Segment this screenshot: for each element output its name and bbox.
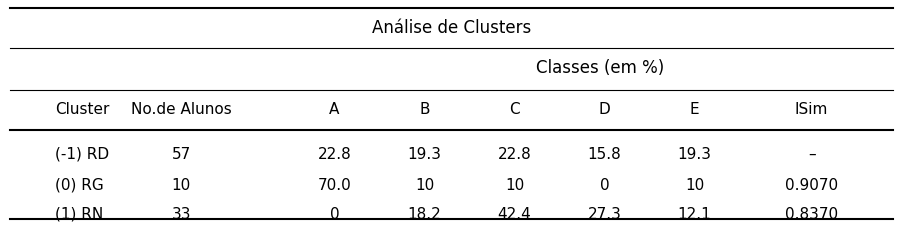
Text: 15.8: 15.8 [587,147,621,162]
Text: 27.3: 27.3 [587,207,621,222]
Text: 33: 33 [171,207,191,222]
Text: 10: 10 [414,178,434,193]
Text: –: – [807,147,815,162]
Text: 70.0: 70.0 [318,178,351,193]
Text: 42.4: 42.4 [497,207,530,222]
Text: (0) RG: (0) RG [55,178,104,193]
Text: 22.8: 22.8 [497,147,530,162]
Text: C: C [509,103,520,117]
Text: Cluster: Cluster [55,103,110,117]
Text: 0.8370: 0.8370 [784,207,837,222]
Text: D: D [598,103,610,117]
Text: ISim: ISim [794,103,827,117]
Text: 0: 0 [329,207,339,222]
Text: A: A [329,103,339,117]
Text: (1) RN: (1) RN [55,207,104,222]
Text: 57: 57 [171,147,191,162]
Text: Classes (em %): Classes (em %) [535,59,664,77]
Text: 0.9070: 0.9070 [784,178,837,193]
Text: E: E [689,103,698,117]
Text: 12.1: 12.1 [676,207,711,222]
Text: No.de Alunos: No.de Alunos [131,103,232,117]
Text: 10: 10 [171,178,191,193]
Text: Análise de Clusters: Análise de Clusters [372,19,530,37]
Text: 18.2: 18.2 [407,207,441,222]
Text: 19.3: 19.3 [407,147,441,162]
Text: 10: 10 [685,178,704,193]
Text: 19.3: 19.3 [676,147,711,162]
Text: 22.8: 22.8 [318,147,351,162]
Text: 0: 0 [599,178,609,193]
Text: 10: 10 [504,178,523,193]
Text: B: B [419,103,429,117]
Text: (-1) RD: (-1) RD [55,147,109,162]
